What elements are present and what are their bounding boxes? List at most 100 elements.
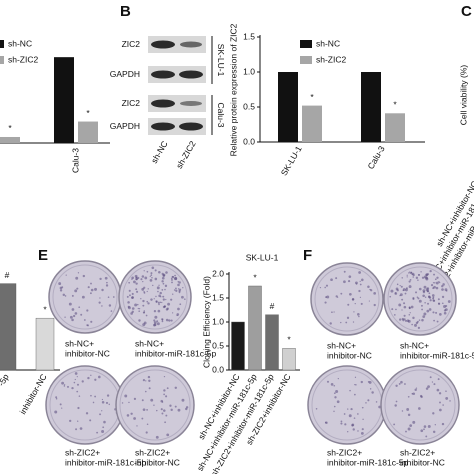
colony (71, 294, 74, 297)
colony (71, 386, 74, 390)
colony (333, 410, 335, 413)
colony (436, 320, 439, 323)
colony (178, 281, 181, 284)
colony (449, 400, 451, 402)
colony (394, 292, 397, 294)
colony (429, 299, 432, 302)
colony (161, 320, 164, 323)
colony (134, 303, 138, 307)
colony (424, 296, 427, 298)
colony (434, 424, 436, 426)
x-tick-label: -5p (0, 372, 11, 388)
colony (175, 289, 178, 292)
colony (153, 319, 156, 322)
colony (143, 286, 146, 289)
colony (161, 318, 164, 321)
colony (146, 290, 148, 293)
colony (142, 281, 144, 283)
colony (171, 278, 173, 281)
colony (177, 307, 180, 311)
colony (395, 384, 398, 387)
colony (146, 300, 149, 303)
colony (101, 305, 103, 307)
plate-rim (314, 266, 380, 332)
colony (335, 295, 338, 298)
bar (248, 285, 262, 371)
colony (401, 410, 404, 412)
colony (441, 285, 444, 288)
colony (146, 409, 148, 411)
colony (69, 315, 73, 319)
colony (414, 388, 417, 392)
colony (361, 428, 364, 431)
colony (144, 276, 148, 280)
colony (412, 316, 415, 320)
colony (153, 404, 155, 406)
colony (415, 291, 418, 294)
bar (0, 136, 20, 143)
colony (412, 392, 416, 395)
panel-letter: C (461, 3, 472, 20)
colony (409, 271, 411, 273)
blot-band (180, 101, 202, 106)
colony (90, 374, 92, 376)
colony (370, 289, 373, 292)
colony (436, 388, 440, 392)
colony (166, 433, 170, 437)
colony (181, 295, 184, 299)
colony (101, 401, 105, 404)
colony (353, 311, 355, 313)
colony (141, 287, 145, 291)
colony (81, 380, 84, 383)
colony (443, 311, 447, 315)
y-tick-label: 0.5 (243, 101, 255, 111)
colony (326, 380, 330, 383)
colony (420, 395, 423, 399)
colony (369, 388, 372, 390)
legend-label: sh-NC (8, 38, 32, 48)
legend-label: sh-NC (316, 38, 340, 48)
panel-letter: E (38, 247, 48, 264)
significance-mark: # (5, 270, 10, 280)
colony (112, 296, 115, 298)
colony (367, 399, 370, 402)
colony (406, 408, 410, 411)
colony (343, 280, 346, 284)
blot-strip (148, 36, 206, 53)
colony (82, 274, 86, 278)
colony (131, 296, 134, 299)
colony (87, 286, 90, 289)
colony (340, 420, 343, 423)
colony (76, 383, 80, 386)
colony (350, 407, 353, 411)
colony (144, 390, 147, 393)
bar (302, 105, 322, 142)
colony (78, 306, 81, 309)
colony (403, 302, 406, 305)
blot-band (180, 41, 202, 48)
colony (106, 281, 108, 284)
colony (375, 401, 378, 403)
colony (76, 287, 79, 290)
colony (433, 383, 436, 386)
colony (64, 384, 66, 386)
colony (138, 319, 141, 322)
bar (231, 321, 245, 371)
colony (94, 287, 98, 291)
colony (105, 401, 109, 405)
bar (265, 314, 279, 371)
significance-mark: # (270, 301, 275, 311)
colony (429, 269, 432, 273)
colony (349, 389, 351, 392)
colony (405, 430, 407, 433)
colony (140, 298, 142, 300)
colony (325, 421, 328, 425)
colony (437, 378, 440, 381)
significance-mark: * (393, 100, 397, 110)
legend-swatch (0, 56, 4, 64)
colony (131, 292, 134, 295)
colony (161, 301, 163, 304)
colony (347, 408, 349, 410)
colony (126, 414, 130, 417)
colony (86, 309, 89, 312)
